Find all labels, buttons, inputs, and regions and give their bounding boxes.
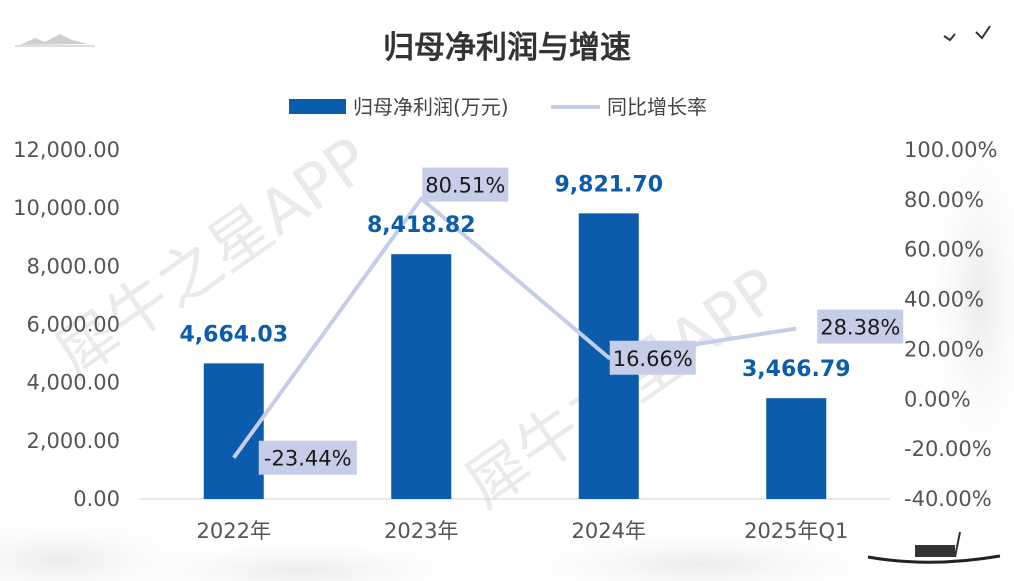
mountain-icon bbox=[15, 34, 95, 47]
right-axis: -40.00% -20.00% 0.00% 20.00% 40.00% 60.00% 80.… bbox=[904, 138, 997, 511]
right-axis-tick-label: 80.00% bbox=[904, 188, 984, 212]
right-axis-tick-label: 0.00% bbox=[904, 387, 971, 411]
growth-value-label: -23.44% bbox=[264, 447, 352, 471]
left-axis-tick-label: 0.00 bbox=[73, 487, 120, 511]
left-axis-tick-label: 2,000.00 bbox=[26, 429, 120, 453]
growth-label-box bbox=[422, 167, 509, 202]
bar-value-label: 8,418.82 bbox=[367, 213, 476, 238]
growth-value-label: 80.51% bbox=[425, 174, 505, 198]
left-axis-tick-label: 10,000.00 bbox=[13, 196, 120, 220]
left-axis: 0.00 2,000.00 4,000.00 6,000.00 8,000.00 10,0… bbox=[13, 138, 120, 511]
data-labels: 4,664.03 8,418.82 9,821.70 3,466.79 -23.44% 8… bbox=[179, 167, 904, 475]
left-axis-tick-label: 6,000.00 bbox=[26, 313, 120, 337]
right-axis-tick-label: 100.00% bbox=[904, 138, 997, 162]
right-axis-tick-label: -40.00% bbox=[904, 487, 992, 511]
bar-value-label: 3,466.79 bbox=[742, 357, 851, 382]
growth-label-box bbox=[609, 340, 696, 375]
growth-value-label: 16.66% bbox=[613, 347, 693, 371]
right-axis-tick-label: 20.00% bbox=[904, 337, 984, 361]
growth-value-label: 28.38% bbox=[820, 316, 900, 340]
legend-label-line: 同比增长率 bbox=[607, 95, 707, 119]
x-axis-tick-label: 2022年 bbox=[197, 519, 271, 543]
birds-icon bbox=[943, 25, 991, 42]
left-axis-tick-label: 4,000.00 bbox=[26, 371, 120, 395]
growth-label-box bbox=[258, 440, 357, 475]
bar bbox=[391, 254, 452, 499]
legend-swatch-bar bbox=[289, 99, 346, 114]
legend-label-bar: 归母净利润(万元) bbox=[353, 95, 509, 119]
background-decoration bbox=[0, 100, 1014, 581]
right-axis-tick-label: -20.00% bbox=[904, 437, 992, 461]
bar-value-label: 9,821.70 bbox=[554, 172, 663, 197]
line-series bbox=[232, 196, 797, 459]
bar bbox=[766, 398, 827, 499]
right-axis-tick-label: 60.00% bbox=[904, 238, 984, 262]
x-axis-tick-label: 2024年 bbox=[572, 519, 646, 543]
x-axis: 2022年 2023年 2024年 2025年Q1 bbox=[140, 498, 890, 543]
left-axis-tick-label: 8,000.00 bbox=[26, 254, 120, 278]
left-axis-tick-label: 12,000.00 bbox=[13, 138, 120, 162]
growth-label-box bbox=[817, 309, 904, 344]
bar-value-label: 4,664.03 bbox=[179, 322, 288, 347]
x-axis-tick-label: 2025年Q1 bbox=[744, 519, 848, 543]
legend: 归母净利润(万元) 同比增长率 bbox=[289, 95, 707, 119]
boat-icon bbox=[867, 531, 1001, 564]
right-axis-tick-label: 40.00% bbox=[904, 288, 984, 312]
x-axis-tick-label: 2023年 bbox=[384, 519, 458, 543]
chart-title: 归母净利润与增速 bbox=[383, 30, 631, 66]
growth-rate-line bbox=[232, 196, 797, 459]
